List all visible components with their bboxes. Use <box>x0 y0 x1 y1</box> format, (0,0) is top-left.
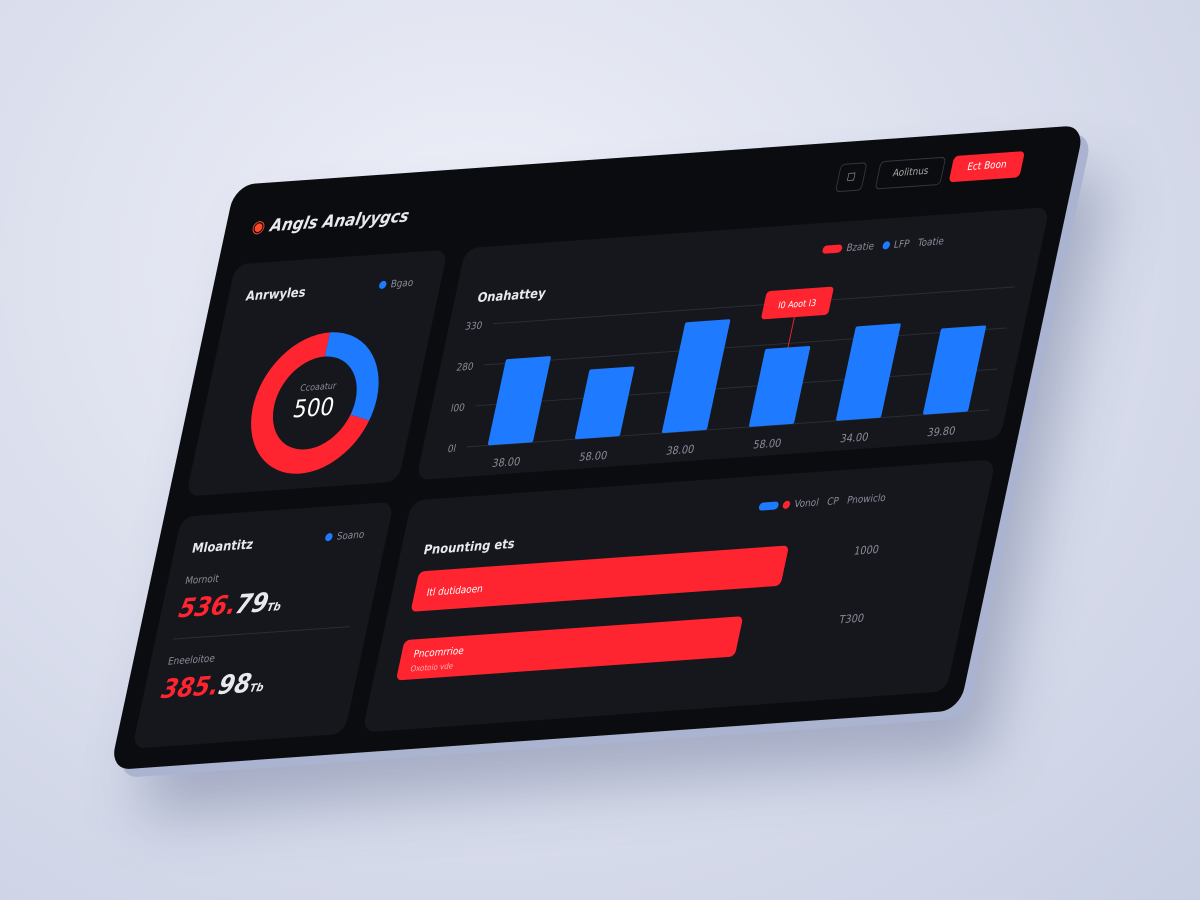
metric-unit: Tb <box>265 600 283 615</box>
y-tick-label: l00 <box>450 402 466 415</box>
hbar-label: Pncomrrioe <box>412 645 465 660</box>
hbar-sublabel: Oxotoio vde <box>410 661 455 673</box>
donut-center-value: 500 <box>290 394 336 424</box>
metric-label: Mornoit <box>183 573 220 588</box>
legend-text: Soano <box>335 529 366 543</box>
grid-line <box>466 409 989 448</box>
x-tick-label: 38.00 <box>491 456 522 471</box>
divider <box>172 626 350 640</box>
metric-label: Eneeloitoe <box>166 653 216 668</box>
dashboard: ◉ Angls Analyygcs □ Aolitnus Ect Boon An… <box>110 125 1085 771</box>
metric-decimals: 79 <box>232 587 272 621</box>
grid-line <box>475 368 998 407</box>
hbar-label: Itl dutidaoen <box>426 584 484 599</box>
x-tick-label: 39.80 <box>926 425 957 440</box>
donut-center-label: Ccoaatur <box>299 381 338 394</box>
x-tick-label: 58.00 <box>578 449 609 464</box>
bar <box>487 356 551 446</box>
secondary-button[interactable]: Aolitnus <box>874 156 947 190</box>
bar <box>923 325 986 415</box>
metric-unit: Tb <box>248 680 265 695</box>
bar-card: Onahattey Bzatie LFP Toatie 0l l00 280 330 3… <box>415 206 1050 481</box>
metric-decimals: 98 <box>215 668 255 702</box>
card-title: Mloantitz <box>190 537 255 557</box>
bar <box>662 319 731 434</box>
grid-line <box>492 286 1016 325</box>
metric-value: 385.98Tb <box>159 668 268 706</box>
grid-line <box>484 327 1007 366</box>
hbar-card: Pnounting ets Vonol CP Pnowiclo Itl duti… <box>362 459 996 733</box>
donut-card: Anrwyles Bgao Ccoaatur 500 <box>185 249 448 497</box>
app-title-text: Angls Analyygcs <box>268 206 412 237</box>
metric-main: 536. <box>176 590 240 625</box>
x-tick-label: 58.00 <box>752 437 783 452</box>
bar <box>749 345 811 427</box>
metric-value: 536.79Tb <box>176 587 285 625</box>
donut-chart: Ccoaatur 500 <box>251 332 379 474</box>
bar-chart: 0l l00 280 330 38.00 58.00 38.00 58.00 34.00 39.8… <box>446 286 1016 471</box>
y-tick-label: 330 <box>464 320 483 333</box>
x-tick-label: 34.00 <box>839 431 870 446</box>
bar <box>836 323 901 421</box>
tooltip-box <box>761 286 834 320</box>
legend: Soano <box>324 530 365 544</box>
y-tick-label: 280 <box>455 361 474 374</box>
x-tick-label: 38.00 <box>665 443 696 458</box>
bar <box>575 366 635 440</box>
tooltip-text: I0 Aoot I3 <box>777 298 817 311</box>
hbar-side-text: T300 <box>837 612 865 626</box>
hbar <box>397 616 743 681</box>
hbar <box>411 545 788 612</box>
app-title: ◉ Angls Analyygcs <box>249 206 412 238</box>
donut-segment <box>251 332 379 474</box>
tooltip-stem <box>787 317 795 348</box>
metric-main: 385. <box>158 670 223 706</box>
y-tick-label: 0l <box>446 443 457 455</box>
metrics-card: Mloantitz Soano Mornoit 536.79Tb Eneeloi… <box>132 501 394 749</box>
icon-button[interactable]: □ <box>834 162 868 193</box>
hbar-side-text: 1000 <box>853 544 881 558</box>
primary-button[interactable]: Ect Boon <box>948 151 1025 183</box>
